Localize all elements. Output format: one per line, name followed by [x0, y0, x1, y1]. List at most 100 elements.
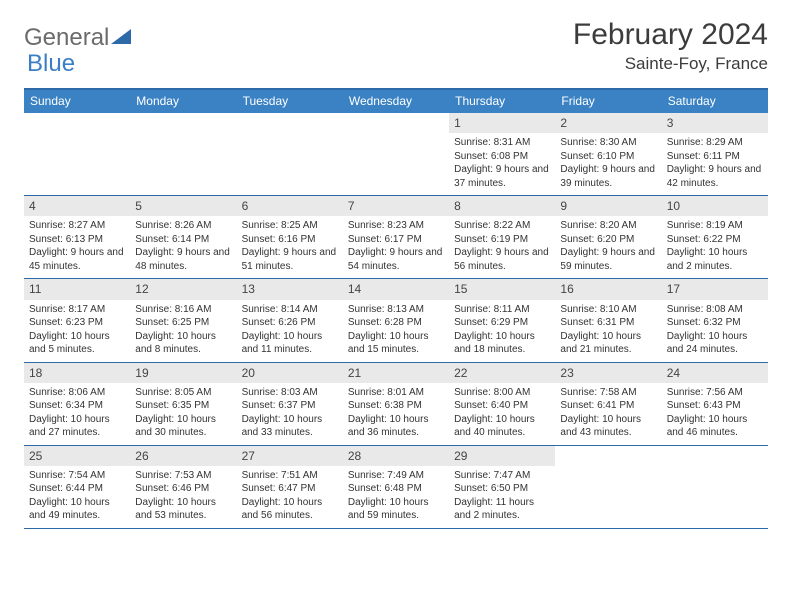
sunset-line: Sunset: 6:47 PM	[242, 482, 338, 496]
sunrise-line: Sunrise: 8:00 AM	[454, 386, 550, 400]
sunrise-line: Sunrise: 8:27 AM	[29, 219, 125, 233]
sunset-line: Sunset: 6:48 PM	[348, 482, 444, 496]
day-number: 21	[343, 363, 449, 383]
day-cell: 8Sunrise: 8:22 AMSunset: 6:19 PMDaylight…	[449, 196, 555, 278]
sunset-line: Sunset: 6:14 PM	[135, 233, 231, 247]
daylight-line: Daylight: 9 hours and 42 minutes.	[667, 163, 763, 190]
day-number: 22	[449, 363, 555, 383]
day-cell: 12Sunrise: 8:16 AMSunset: 6:25 PMDayligh…	[130, 279, 236, 361]
daylight-line: Daylight: 10 hours and 2 minutes.	[667, 246, 763, 273]
dow-thursday: Thursday	[449, 90, 555, 113]
sunset-line: Sunset: 6:37 PM	[242, 399, 338, 413]
dow-monday: Monday	[130, 90, 236, 113]
sunset-line: Sunset: 6:20 PM	[560, 233, 656, 247]
sunset-line: Sunset: 6:38 PM	[348, 399, 444, 413]
day-number: 3	[662, 113, 768, 133]
day-cell: 23Sunrise: 7:58 AMSunset: 6:41 PMDayligh…	[555, 363, 661, 445]
day-number: 20	[237, 363, 343, 383]
day-number: 10	[662, 196, 768, 216]
sunrise-line: Sunrise: 8:23 AM	[348, 219, 444, 233]
sunrise-line: Sunrise: 8:01 AM	[348, 386, 444, 400]
sunrise-line: Sunrise: 8:06 AM	[29, 386, 125, 400]
sunrise-line: Sunrise: 8:03 AM	[242, 386, 338, 400]
sunrise-line: Sunrise: 8:16 AM	[135, 303, 231, 317]
dow-wednesday: Wednesday	[343, 90, 449, 113]
sunset-line: Sunset: 6:11 PM	[667, 150, 763, 164]
sunrise-line: Sunrise: 8:11 AM	[454, 303, 550, 317]
sunrise-line: Sunrise: 8:20 AM	[560, 219, 656, 233]
daylight-line: Daylight: 9 hours and 51 minutes.	[242, 246, 338, 273]
day-cell: 1Sunrise: 8:31 AMSunset: 6:08 PMDaylight…	[449, 113, 555, 195]
day-cell: 3Sunrise: 8:29 AMSunset: 6:11 PMDaylight…	[662, 113, 768, 195]
sunset-line: Sunset: 6:50 PM	[454, 482, 550, 496]
logo-text-general: General	[24, 24, 109, 52]
day-number: 2	[555, 113, 661, 133]
day-number: 14	[343, 279, 449, 299]
sunrise-line: Sunrise: 8:10 AM	[560, 303, 656, 317]
daylight-line: Daylight: 10 hours and 11 minutes.	[242, 330, 338, 357]
day-number: 29	[449, 446, 555, 466]
dow-row: SundayMondayTuesdayWednesdayThursdayFrid…	[24, 90, 768, 113]
day-number: 26	[130, 446, 236, 466]
daylight-line: Daylight: 10 hours and 24 minutes.	[667, 330, 763, 357]
sunset-line: Sunset: 6:22 PM	[667, 233, 763, 247]
daylight-line: Daylight: 10 hours and 27 minutes.	[29, 413, 125, 440]
location: Sainte-Foy, France	[573, 54, 768, 74]
day-number: 1	[449, 113, 555, 133]
day-cell: 13Sunrise: 8:14 AMSunset: 6:26 PMDayligh…	[237, 279, 343, 361]
sunrise-line: Sunrise: 7:47 AM	[454, 469, 550, 483]
daylight-line: Daylight: 10 hours and 30 minutes.	[135, 413, 231, 440]
sunrise-line: Sunrise: 8:31 AM	[454, 136, 550, 150]
day-number: 18	[24, 363, 130, 383]
sunrise-line: Sunrise: 7:56 AM	[667, 386, 763, 400]
sunset-line: Sunset: 6:23 PM	[29, 316, 125, 330]
day-number: 25	[24, 446, 130, 466]
daylight-line: Daylight: 11 hours and 2 minutes.	[454, 496, 550, 523]
day-cell: 15Sunrise: 8:11 AMSunset: 6:29 PMDayligh…	[449, 279, 555, 361]
sunrise-line: Sunrise: 8:08 AM	[667, 303, 763, 317]
sunset-line: Sunset: 6:08 PM	[454, 150, 550, 164]
logo: General	[24, 24, 135, 52]
daylight-line: Daylight: 10 hours and 40 minutes.	[454, 413, 550, 440]
day-cell-empty	[662, 446, 768, 528]
daylight-line: Daylight: 10 hours and 56 minutes.	[242, 496, 338, 523]
daylight-line: Daylight: 10 hours and 5 minutes.	[29, 330, 125, 357]
sunset-line: Sunset: 6:34 PM	[29, 399, 125, 413]
day-number: 19	[130, 363, 236, 383]
day-cell: 24Sunrise: 7:56 AMSunset: 6:43 PMDayligh…	[662, 363, 768, 445]
daylight-line: Daylight: 10 hours and 33 minutes.	[242, 413, 338, 440]
day-cell: 2Sunrise: 8:30 AMSunset: 6:10 PMDaylight…	[555, 113, 661, 195]
sunrise-line: Sunrise: 8:17 AM	[29, 303, 125, 317]
sunset-line: Sunset: 6:35 PM	[135, 399, 231, 413]
day-cell: 28Sunrise: 7:49 AMSunset: 6:48 PMDayligh…	[343, 446, 449, 528]
header: General February 2024 Sainte-Foy, France	[24, 18, 768, 74]
day-cell-empty	[24, 113, 130, 195]
sunset-line: Sunset: 6:17 PM	[348, 233, 444, 247]
title-block: February 2024 Sainte-Foy, France	[573, 18, 768, 74]
sunset-line: Sunset: 6:16 PM	[242, 233, 338, 247]
day-cell: 6Sunrise: 8:25 AMSunset: 6:16 PMDaylight…	[237, 196, 343, 278]
sunset-line: Sunset: 6:19 PM	[454, 233, 550, 247]
daylight-line: Daylight: 9 hours and 59 minutes.	[560, 246, 656, 273]
daylight-line: Daylight: 10 hours and 43 minutes.	[560, 413, 656, 440]
day-cell: 4Sunrise: 8:27 AMSunset: 6:13 PMDaylight…	[24, 196, 130, 278]
week-row: 1 Sunrise: 8:31 AMSunset: 6:08 PM Daylight…	[24, 113, 768, 196]
sunrise-line: Sunrise: 7:49 AM	[348, 469, 444, 483]
month-title: February 2024	[573, 18, 768, 52]
daylight-line: Daylight: 10 hours and 49 minutes.	[29, 496, 125, 523]
day-number: 12	[130, 279, 236, 299]
day-number: 11	[24, 279, 130, 299]
logo-text-blue: Blue	[27, 50, 75, 77]
daylight-line: Daylight: 10 hours and 53 minutes.	[135, 496, 231, 523]
week-row: 11Sunrise: 8:17 AMSunset: 6:23 PMDayligh…	[24, 279, 768, 362]
day-cell-empty	[130, 113, 236, 195]
day-cell: 27Sunrise: 7:51 AMSunset: 6:47 PMDayligh…	[237, 446, 343, 528]
daylight-line: Daylight: 9 hours and 48 minutes.	[135, 246, 231, 273]
sunset-line: Sunset: 6:46 PM	[135, 482, 231, 496]
day-cell: 25Sunrise: 7:54 AMSunset: 6:44 PMDayligh…	[24, 446, 130, 528]
sunrise-line: Sunrise: 8:30 AM	[560, 136, 656, 150]
day-cell: 7Sunrise: 8:23 AMSunset: 6:17 PMDaylight…	[343, 196, 449, 278]
dow-friday: Friday	[555, 90, 661, 113]
sunset-line: Sunset: 6:44 PM	[29, 482, 125, 496]
dow-tuesday: Tuesday	[237, 90, 343, 113]
